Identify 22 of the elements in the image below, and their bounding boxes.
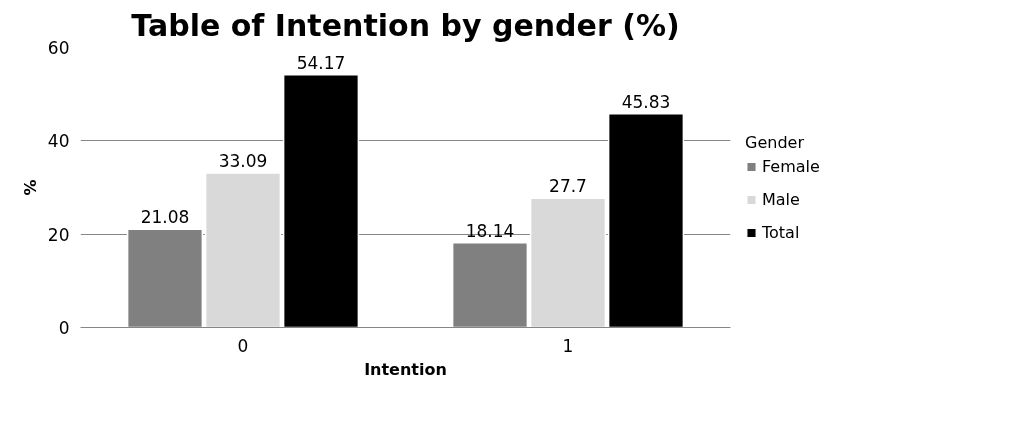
chart-title: Table of Intention by gender (%) — [131, 7, 680, 43]
data-label: 21.08 — [140, 207, 190, 228]
x-axis-title: Intention — [364, 359, 447, 379]
legend-label: Female — [762, 156, 820, 176]
data-label: 18.14 — [465, 220, 515, 241]
legend-title: Gender — [745, 132, 805, 152]
y-tick-label: 20 — [47, 224, 70, 245]
x-tick-label: 1 — [562, 335, 574, 356]
bar — [607, 112, 685, 328]
bar — [282, 73, 360, 328]
y-tick-label: 60 — [47, 38, 70, 58]
bar — [529, 197, 607, 328]
data-label: 27.7 — [549, 176, 587, 197]
legend-label: Total — [762, 222, 800, 242]
legend-label: Male — [762, 189, 800, 209]
y-axis-title: % — [20, 179, 40, 196]
data-label: 54.17 — [296, 52, 346, 73]
data-label: 33.09 — [218, 151, 268, 172]
y-tick-label: 40 — [47, 131, 70, 152]
y-tick-label: 0 — [58, 318, 70, 338]
bar — [204, 172, 282, 328]
data-label: 45.83 — [621, 91, 671, 112]
